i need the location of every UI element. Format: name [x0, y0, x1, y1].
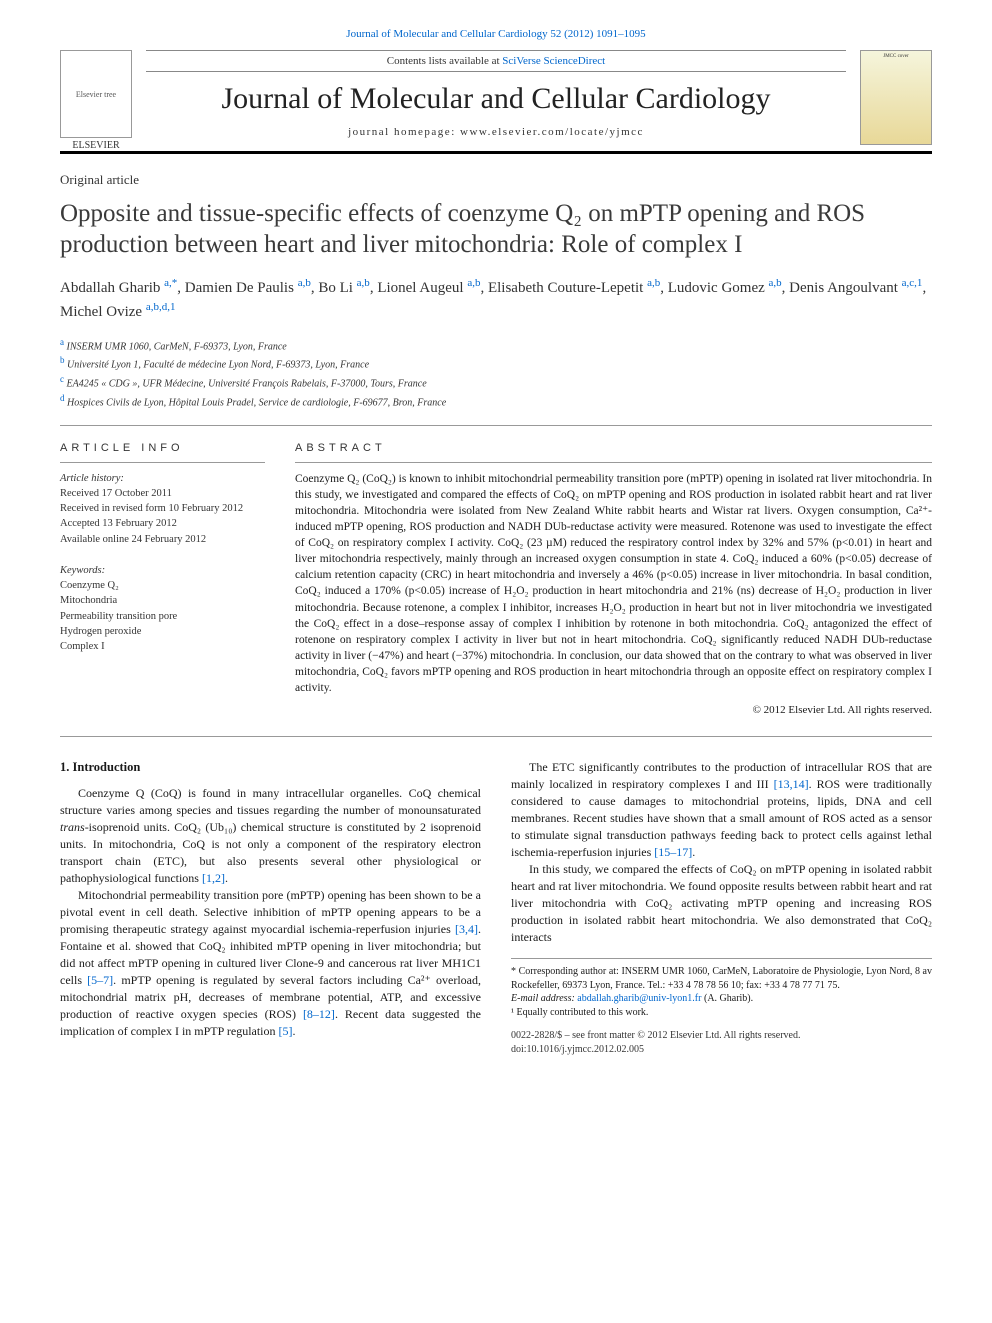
equal-contribution-note: ¹ Equally contributed to this work. — [511, 1006, 932, 1020]
journal-name: Journal of Molecular and Cellular Cardio… — [146, 82, 846, 116]
homepage-url[interactable]: www.elsevier.com/locate/yjmcc — [460, 126, 644, 138]
journal-citation-link[interactable]: Journal of Molecular and Cellular Cardio… — [60, 28, 932, 40]
journal-header: Elsevier tree ELSEVIER Contents lists av… — [60, 50, 932, 154]
doi-line[interactable]: doi:10.1016/j.yjmcc.2012.02.005 — [511, 1043, 932, 1057]
article-type: Original article — [60, 172, 932, 188]
article-info-heading: ARTICLE INFO — [60, 442, 265, 454]
abstract-copyright: © 2012 Elsevier Ltd. All rights reserved… — [295, 704, 932, 716]
elsevier-logo-block: Elsevier tree ELSEVIER — [60, 50, 132, 151]
affiliations: a INSERM UMR 1060, CarMeN, F-69373, Lyon… — [60, 336, 932, 426]
article-title: Opposite and tissue-specific effects of … — [60, 198, 932, 261]
section-heading-intro: 1. Introduction — [60, 759, 481, 777]
author-list: Abdallah Gharib a,*, Damien De Paulis a,… — [60, 275, 932, 324]
elsevier-brand-text: ELSEVIER — [60, 140, 132, 151]
article-body: 1. Introduction Coenzyme Q (CoQ) is foun… — [60, 759, 932, 1056]
email-line: E-mail address: abdallah.gharib@univ-lyo… — [511, 992, 932, 1006]
abstract-heading: ABSTRACT — [295, 442, 932, 454]
abstract-text: Coenzyme Q₂ (CoQ₂) is known to inhibit m… — [295, 471, 932, 696]
author-email-link[interactable]: abdallah.gharib@univ-lyon1.fr — [577, 993, 701, 1004]
article-history: Article history: Received 17 October 201… — [60, 471, 265, 547]
sciencedirect-link[interactable]: SciVerse ScienceDirect — [502, 55, 605, 67]
keywords-block: Keywords: Coenzyme Q₂MitochondriaPermeab… — [60, 563, 265, 654]
abstract-column: ABSTRACT Coenzyme Q₂ (CoQ₂) is known to … — [295, 442, 932, 716]
journal-homepage: journal homepage: www.elsevier.com/locat… — [146, 126, 846, 138]
corresponding-author-note: * Corresponding author at: INSERM UMR 10… — [511, 965, 932, 992]
elsevier-tree-icon: Elsevier tree — [60, 50, 132, 138]
article-info-column: ARTICLE INFO Article history: Received 1… — [60, 442, 265, 716]
footnotes: * Corresponding author at: INSERM UMR 10… — [511, 958, 932, 1019]
issn-line: 0022-2828/$ – see front matter © 2012 El… — [511, 1029, 932, 1043]
footer-issn-doi: 0022-2828/$ – see front matter © 2012 El… — [511, 1029, 932, 1056]
contents-lists-line: Contents lists available at SciVerse Sci… — [146, 50, 846, 72]
journal-cover-thumb: JMCC cover — [860, 50, 932, 145]
